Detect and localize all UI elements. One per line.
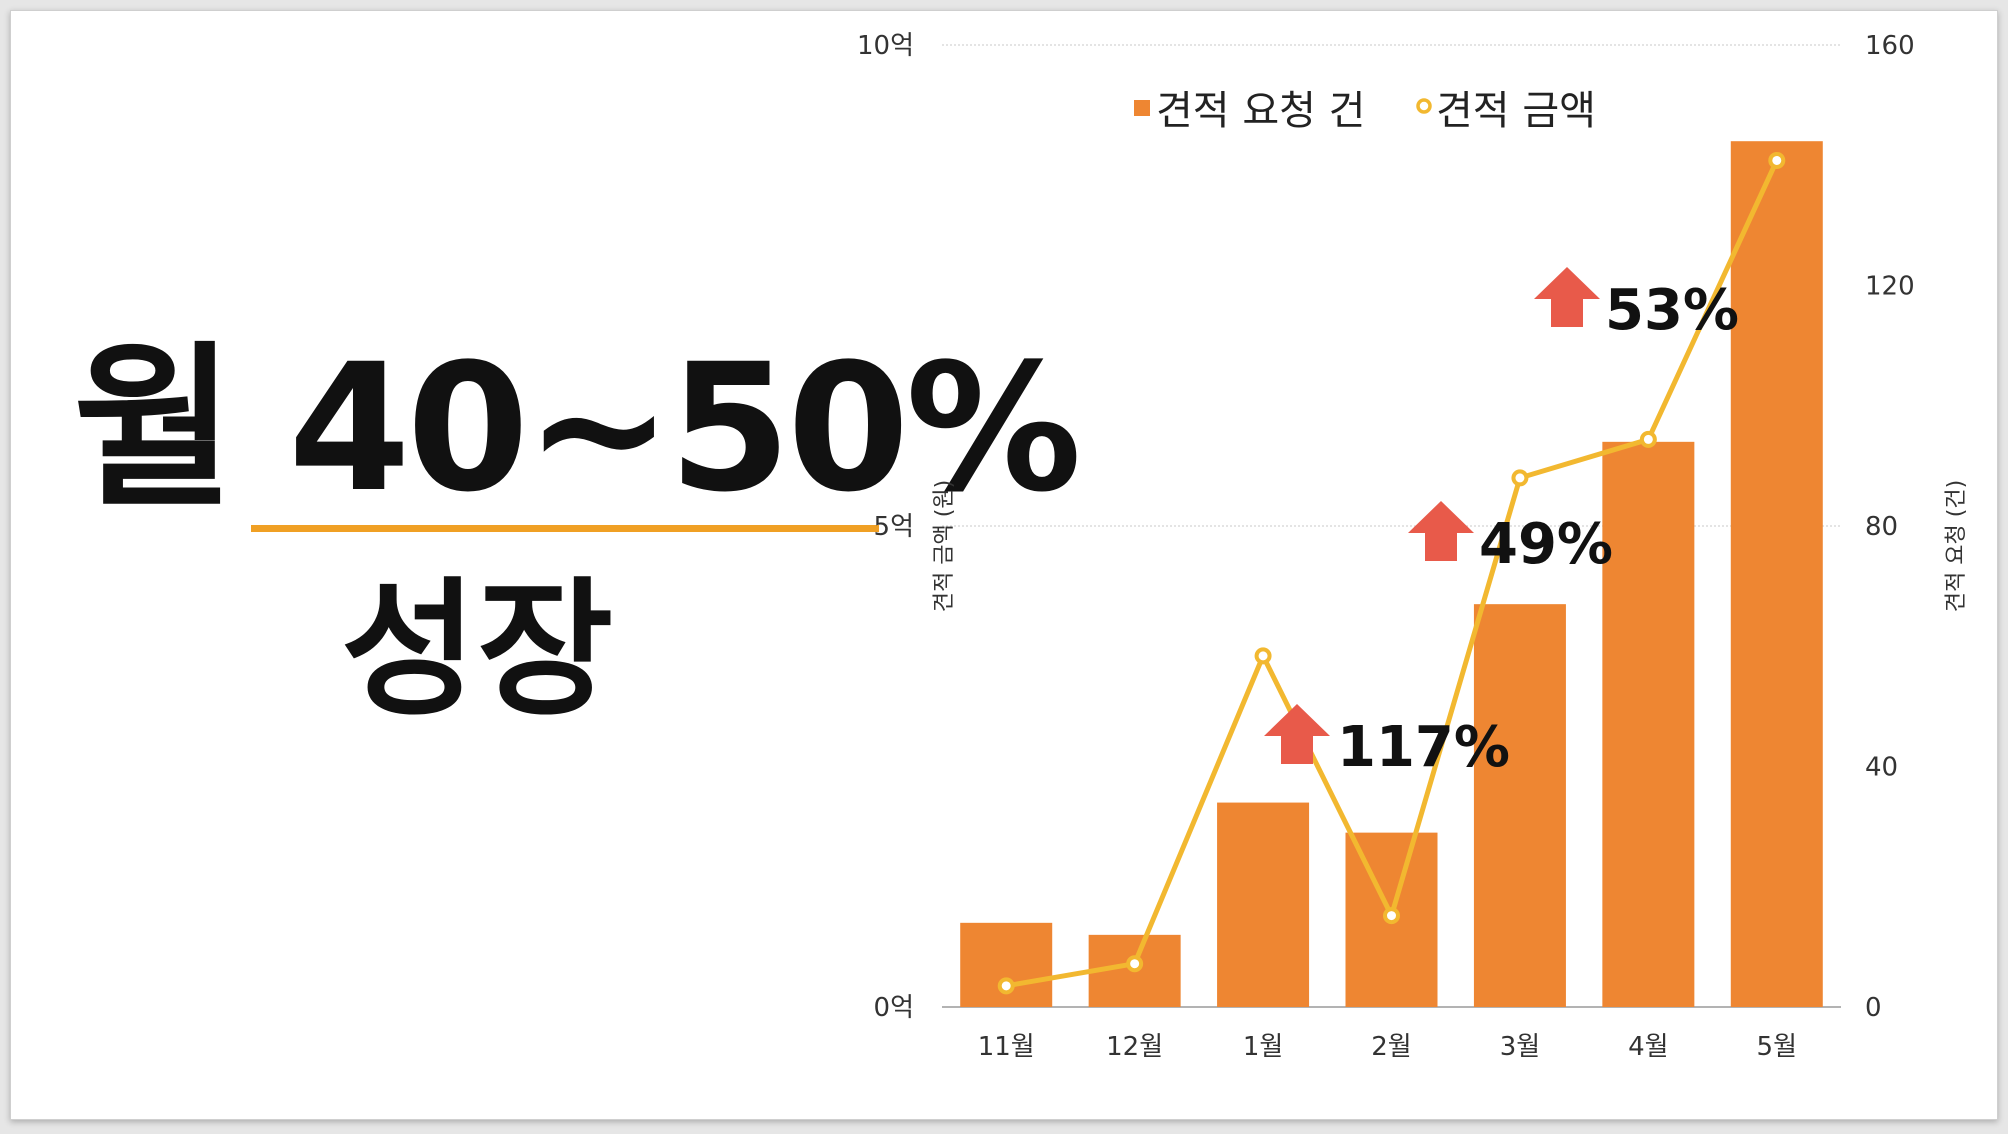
category-label: 4월	[1628, 1032, 1668, 1062]
growth-arrow-icon	[1264, 704, 1330, 764]
growth-annotation: 53%	[1605, 278, 1739, 343]
bar-11월	[960, 922, 1053, 1007]
growth-arrow-icon	[1408, 501, 1474, 561]
left-tick-label: 5억	[874, 512, 914, 542]
left-tick-label: 10억	[857, 31, 914, 61]
line-point-4월	[1639, 430, 1657, 448]
left-axis-title: 견적 금액 (원)	[932, 480, 957, 612]
slide: 월 40~50% 성장 0억 5억 10억 0 40 80 120 160 견적 금액 (원) 견…	[10, 10, 1998, 1120]
headline-underline	[251, 525, 879, 532]
category-label: 11월	[978, 1032, 1035, 1062]
line-point-1월	[1254, 647, 1272, 665]
right-tick-label: 80	[1865, 512, 1898, 542]
category-label: 5월	[1757, 1032, 1797, 1062]
category-label: 3월	[1500, 1032, 1540, 1062]
line-point-2월	[1383, 907, 1400, 925]
growth-annotation: 49%	[1479, 512, 1613, 577]
line-point-3월	[1511, 469, 1529, 487]
category-label: 12월	[1106, 1032, 1163, 1062]
right-tick-label: 120	[1865, 272, 1915, 302]
growth-annotation: 117%	[1337, 715, 1510, 780]
right-tick-label: 0	[1865, 993, 1882, 1023]
headline-growth-rate: 월 40~50%	[73, 326, 1082, 531]
bar-4월	[1602, 441, 1695, 1007]
headline-growth-word: 성장	[341, 564, 614, 736]
category-label: 2월	[1371, 1032, 1411, 1062]
line-point-5월	[1768, 151, 1786, 169]
line-point-11월	[997, 977, 1015, 995]
combo-chart: 0억 5억 10억 0 40 80 120 160 견적 금액 (원) 견적 요청 (건) 11월 1…	[857, 31, 1969, 1062]
bar-5월	[1730, 141, 1823, 1007]
legend-line-swatch	[1416, 98, 1432, 114]
right-tick-label: 40	[1865, 753, 1898, 783]
category-label: 1월	[1243, 1032, 1283, 1062]
bar-3월	[1473, 604, 1566, 1007]
growth-arrow-icon	[1534, 267, 1600, 327]
left-tick-label: 0억	[874, 993, 914, 1023]
right-tick-label: 160	[1865, 31, 1915, 61]
legend-line-label: 견적 금액	[1436, 88, 1596, 134]
line-point-12월	[1126, 955, 1144, 973]
bar-1월	[1217, 802, 1310, 1007]
legend-bar-swatch	[1134, 100, 1150, 116]
legend-bar-label: 견적 요청 건	[1156, 88, 1365, 134]
right-axis-title: 견적 요청 (건)	[1944, 480, 1969, 612]
